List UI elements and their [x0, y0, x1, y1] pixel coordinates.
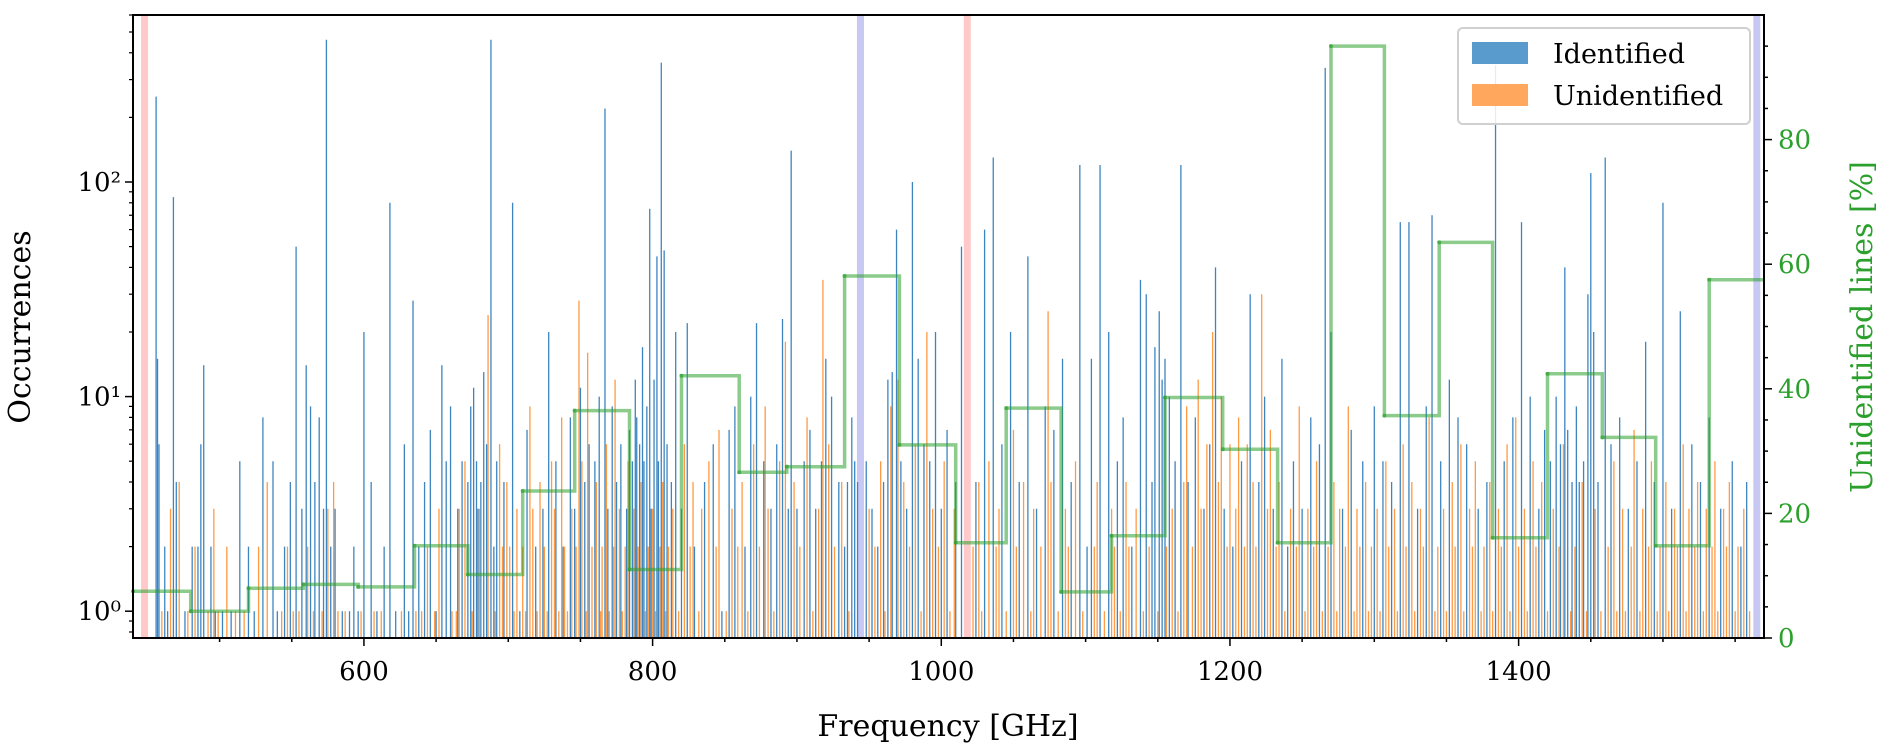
percent-step-marker: [520, 488, 525, 493]
percent-step-marker: [1275, 540, 1280, 545]
y2-tick-label: 40: [1778, 375, 1811, 405]
percent-step-marker: [572, 408, 577, 413]
y-axis-title: Occurrences: [3, 230, 38, 423]
x-axis: 600 800 1000 1200 1400: [218, 638, 1736, 687]
percent-step-marker: [842, 274, 847, 279]
percent-step-marker: [1163, 395, 1168, 400]
y2-tick-label: 60: [1778, 250, 1811, 280]
y2-axis: 0 20 40 60 80: [1764, 45, 1811, 654]
percent-step-marker: [1004, 406, 1009, 411]
percent-step-marker: [1490, 535, 1495, 540]
percent-step-marker: [1382, 413, 1387, 418]
percent-step-marker: [627, 567, 632, 572]
legend-swatch-unidentified: [1472, 84, 1528, 106]
legend-swatch-identified: [1472, 42, 1528, 64]
y2-tick-label: 80: [1778, 126, 1811, 156]
percent-step-marker: [465, 572, 470, 577]
y2-tick-label: 0: [1778, 624, 1795, 654]
percent-step-line: [131, 44, 1764, 614]
red-band: [141, 15, 149, 638]
x-tick-label: 600: [339, 657, 389, 687]
blue-band: [1753, 15, 1761, 638]
percent-step-marker: [897, 442, 902, 447]
y-axis: 10⁰ 10¹ 10²: [77, 14, 133, 633]
percent-step-marker: [412, 543, 417, 548]
percent-step-marker: [1109, 533, 1114, 538]
y-tick-label: 10¹: [77, 383, 121, 413]
percent-step-marker: [1328, 44, 1333, 49]
x-tick-label: 1200: [1197, 657, 1263, 687]
red-band: [963, 15, 971, 638]
x-tick-label: 1400: [1486, 657, 1552, 687]
y-tick-label: 10²: [77, 168, 121, 198]
percent-step-marker: [188, 609, 193, 614]
percent-step-marker: [1653, 543, 1658, 548]
legend-frame: [1457, 27, 1751, 125]
percent-step-marker: [301, 582, 306, 587]
legend-label-unidentified: Unidentified: [1553, 81, 1723, 112]
y2-tick-label: 20: [1778, 499, 1811, 529]
percent-step-path: [133, 44, 1764, 613]
percent-step-marker: [737, 470, 742, 475]
y-tick-label: 10⁰: [77, 597, 121, 627]
percent-step-marker: [246, 586, 251, 591]
percent-step-marker: [1545, 371, 1550, 376]
highlight-bands: [141, 15, 1761, 638]
percent-step-marker: [1059, 589, 1064, 594]
percent-step-marker: [953, 540, 958, 545]
legend-label-identified: Identified: [1553, 39, 1685, 70]
x-axis-title: Frequency [GHz]: [817, 709, 1078, 744]
x-tick-label: 800: [628, 657, 678, 687]
percent-step-marker: [1707, 277, 1712, 282]
percent-step-marker: [356, 584, 361, 589]
percent-step-marker: [679, 373, 684, 378]
x-tick-label: 1000: [908, 657, 974, 687]
unidentified-bars: [161, 279, 1751, 638]
y2-axis-title: Unidentified lines [%]: [1845, 161, 1880, 493]
blue-band: [856, 15, 864, 638]
percent-step-marker: [1220, 447, 1225, 452]
legend: Identified Unidentified: [1457, 27, 1751, 125]
percent-step-marker: [784, 464, 789, 469]
percent-step-marker: [1600, 435, 1605, 440]
percent-step-marker: [1437, 240, 1442, 245]
identified-bars: [155, 39, 1748, 638]
